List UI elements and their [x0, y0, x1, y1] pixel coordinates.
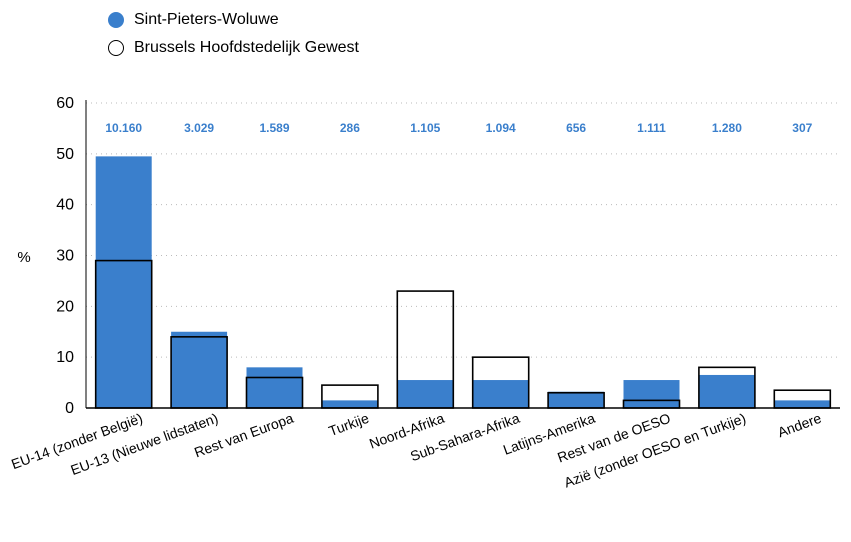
y-tick-label: 10 [56, 349, 74, 366]
y-axis-label: % [17, 249, 30, 266]
legend-label: Sint-Pieters-Woluwe [134, 11, 279, 28]
legend-swatch-filled-icon [108, 12, 124, 28]
bar-sint-pieters-woluwe [95, 156, 152, 408]
legend-label: Brussels Hoofdstedelijk Gewest [134, 39, 359, 56]
bar-sint-pieters-woluwe [321, 400, 378, 408]
data-label: 1.280 [712, 121, 742, 135]
y-tick-label: 50 [56, 146, 74, 163]
data-label: 1.094 [486, 121, 516, 135]
data-label: 3.029 [184, 121, 214, 135]
y-tick-label: 0 [65, 400, 74, 417]
data-label: 307 [792, 121, 812, 135]
data-label: 1.105 [410, 121, 440, 135]
data-label: 286 [340, 121, 360, 135]
y-tick-label: 40 [56, 197, 74, 214]
legend-item-brussels-gewest: Brussels Hoofdstedelijk Gewest [108, 34, 359, 62]
data-label: 656 [566, 121, 586, 135]
bar-sint-pieters-woluwe [548, 391, 605, 408]
bar-sint-pieters-woluwe [774, 400, 831, 408]
data-label: 1.589 [259, 121, 289, 135]
x-tick-label: Andere [775, 410, 823, 441]
bar-sint-pieters-woluwe [171, 331, 228, 408]
data-label: 10.160 [105, 121, 142, 135]
legend-item-sint-pieters-woluwe: Sint-Pieters-Woluwe [108, 6, 359, 34]
data-label: 1.111 [637, 121, 666, 135]
bar-sint-pieters-woluwe [472, 380, 529, 408]
bar-sint-pieters-woluwe [698, 374, 755, 408]
bar-sint-pieters-woluwe [246, 367, 303, 408]
bar-sint-pieters-woluwe [397, 380, 454, 408]
y-tick-label: 20 [56, 298, 74, 315]
legend-swatch-outline-icon [108, 40, 124, 56]
y-tick-label: 30 [56, 248, 74, 265]
legend: Sint-Pieters-Woluwe Brussels Hoofdstedel… [108, 6, 359, 62]
x-tick-label: Turkije [326, 410, 371, 439]
bar-sint-pieters-woluwe [623, 380, 680, 408]
y-tick-label: 60 [56, 95, 74, 112]
